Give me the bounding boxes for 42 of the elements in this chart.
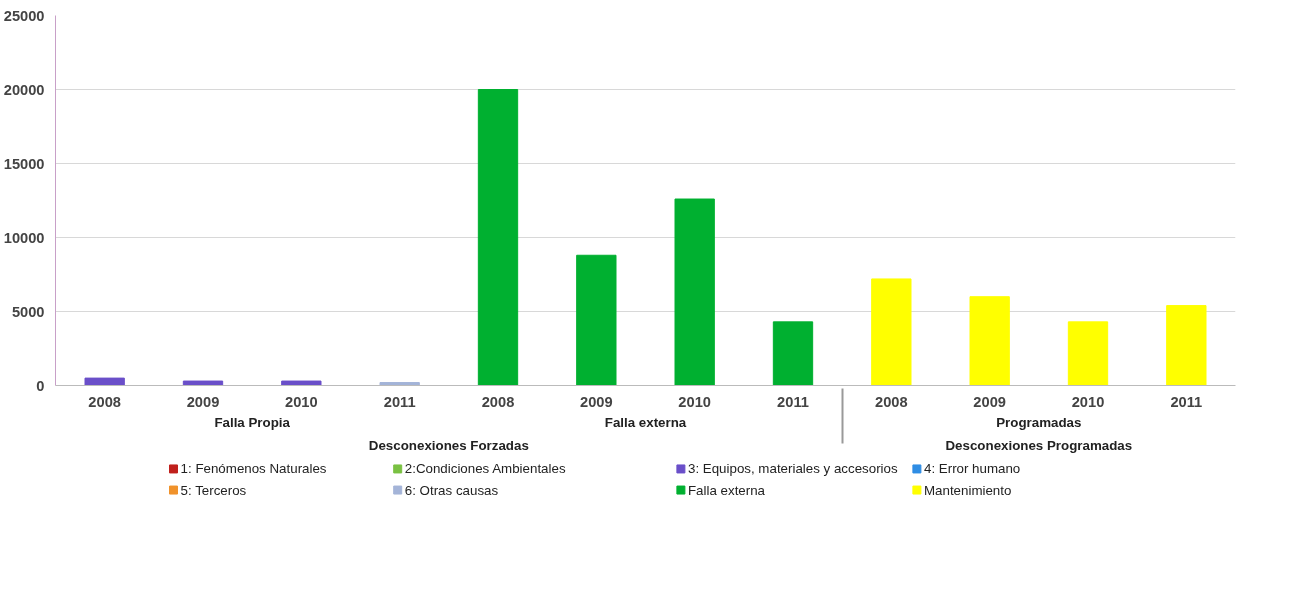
text: Falla externa	[604, 414, 687, 430]
x-tick-label: 2009	[973, 393, 1006, 410]
legend-label: 4: Error humano	[923, 461, 1021, 477]
x-tick-label: 2010	[285, 393, 318, 410]
legend-label: Falla externa	[687, 482, 766, 498]
text: Falla Propia	[214, 414, 291, 430]
bar	[674, 198, 715, 386]
bar	[182, 380, 224, 386]
legend-label: 2:Condiciones Ambientales	[404, 461, 566, 477]
x-tick-label: 2011	[777, 393, 809, 410]
x-tick-label: 2010	[1071, 393, 1105, 410]
x-tick-label: 2008	[875, 393, 908, 410]
legend-label: 6: Otras causas	[404, 482, 499, 498]
y-tick-label: 10000	[3, 229, 45, 246]
x-tick-label: 2009	[186, 393, 220, 410]
bar	[1166, 305, 1207, 386]
bar	[84, 377, 125, 386]
legend-label: Mantenimiento	[923, 482, 1012, 498]
x-tick-label: 2009	[580, 393, 613, 410]
y-tick-label: 15000	[3, 155, 45, 172]
bar	[969, 296, 1010, 386]
x-tick-label: 2008	[481, 393, 515, 410]
legend-label: 1: Fenómenos Naturales	[180, 461, 327, 477]
bar	[477, 89, 519, 386]
y-tick-label: 5000	[11, 303, 45, 320]
legend-label: 5: Terceros	[180, 482, 247, 498]
text: Desconexiones Programadas	[945, 437, 1133, 453]
y-tick-label: 0	[36, 377, 45, 394]
x-tick-label: 2011	[1170, 393, 1203, 410]
text: Desconexiones Forzadas	[368, 437, 529, 453]
bar	[772, 321, 814, 386]
legend-label: 3: Equipos, materiales y accesorios	[687, 461, 898, 477]
bar	[871, 278, 912, 386]
y-tick-label: 25000	[3, 7, 45, 24]
x-tick-label: 2010	[678, 393, 711, 410]
y-tick-label: 20000	[3, 81, 45, 98]
x-tick-label: 2008	[88, 393, 121, 410]
bar	[1067, 321, 1109, 386]
text: Programadas	[996, 414, 1082, 430]
bar	[576, 254, 617, 386]
x-tick-label: 2011	[383, 393, 416, 410]
bar	[281, 380, 322, 386]
